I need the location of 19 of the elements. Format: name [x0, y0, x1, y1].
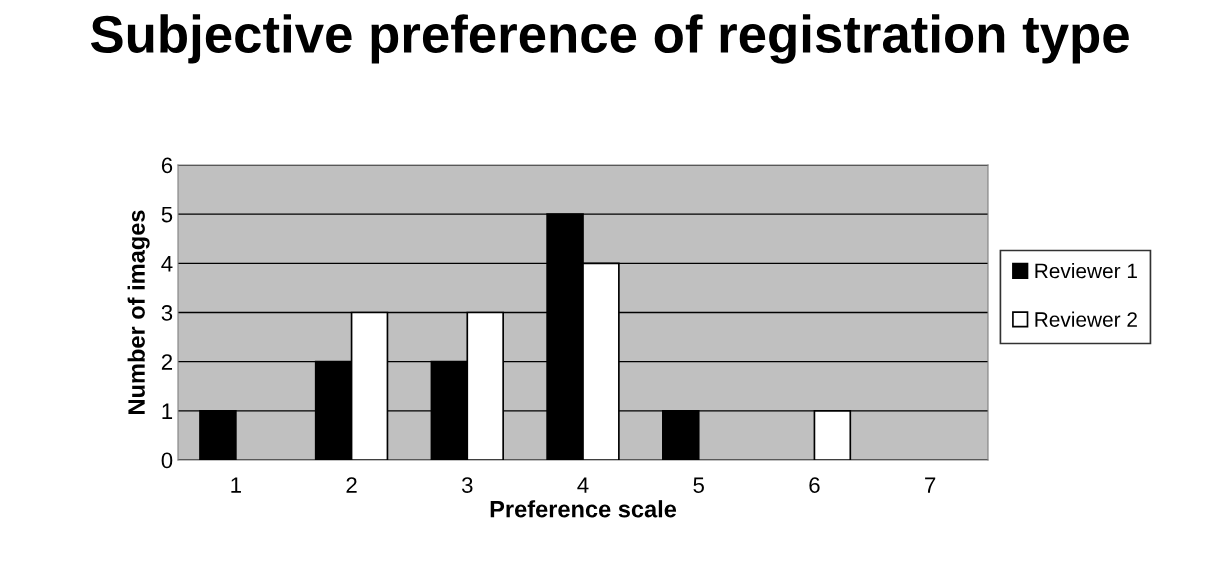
y-tick-label: 4 — [161, 256, 173, 272]
legend-label: Reviewer 2 — [1035, 311, 1137, 327]
x-tick-label: 5 — [693, 477, 704, 493]
y-tick-label: 6 — [161, 157, 173, 174]
y-tick-label: 5 — [161, 206, 173, 223]
x-tick-label: 2 — [346, 477, 357, 493]
x-tick-label: 4 — [577, 477, 589, 493]
y-tick-label: 2 — [161, 354, 173, 370]
chart-title: Subjective preference of registration type — [90, 14, 1129, 64]
x-tick-label: 3 — [461, 477, 473, 493]
x-tick-label: 6 — [809, 477, 820, 493]
y-tick-label: 0 — [161, 452, 173, 469]
x-tick-label: 1 — [231, 477, 241, 493]
y-tick-label: 1 — [162, 403, 173, 419]
y-tick-label: 3 — [161, 305, 173, 321]
x-tick-label: 7 — [925, 477, 936, 493]
legend-label: Reviewer 1 — [1035, 263, 1137, 279]
y-axis-title: Number of images — [127, 210, 150, 414]
x-axis-title: Preference scale — [490, 500, 677, 518]
